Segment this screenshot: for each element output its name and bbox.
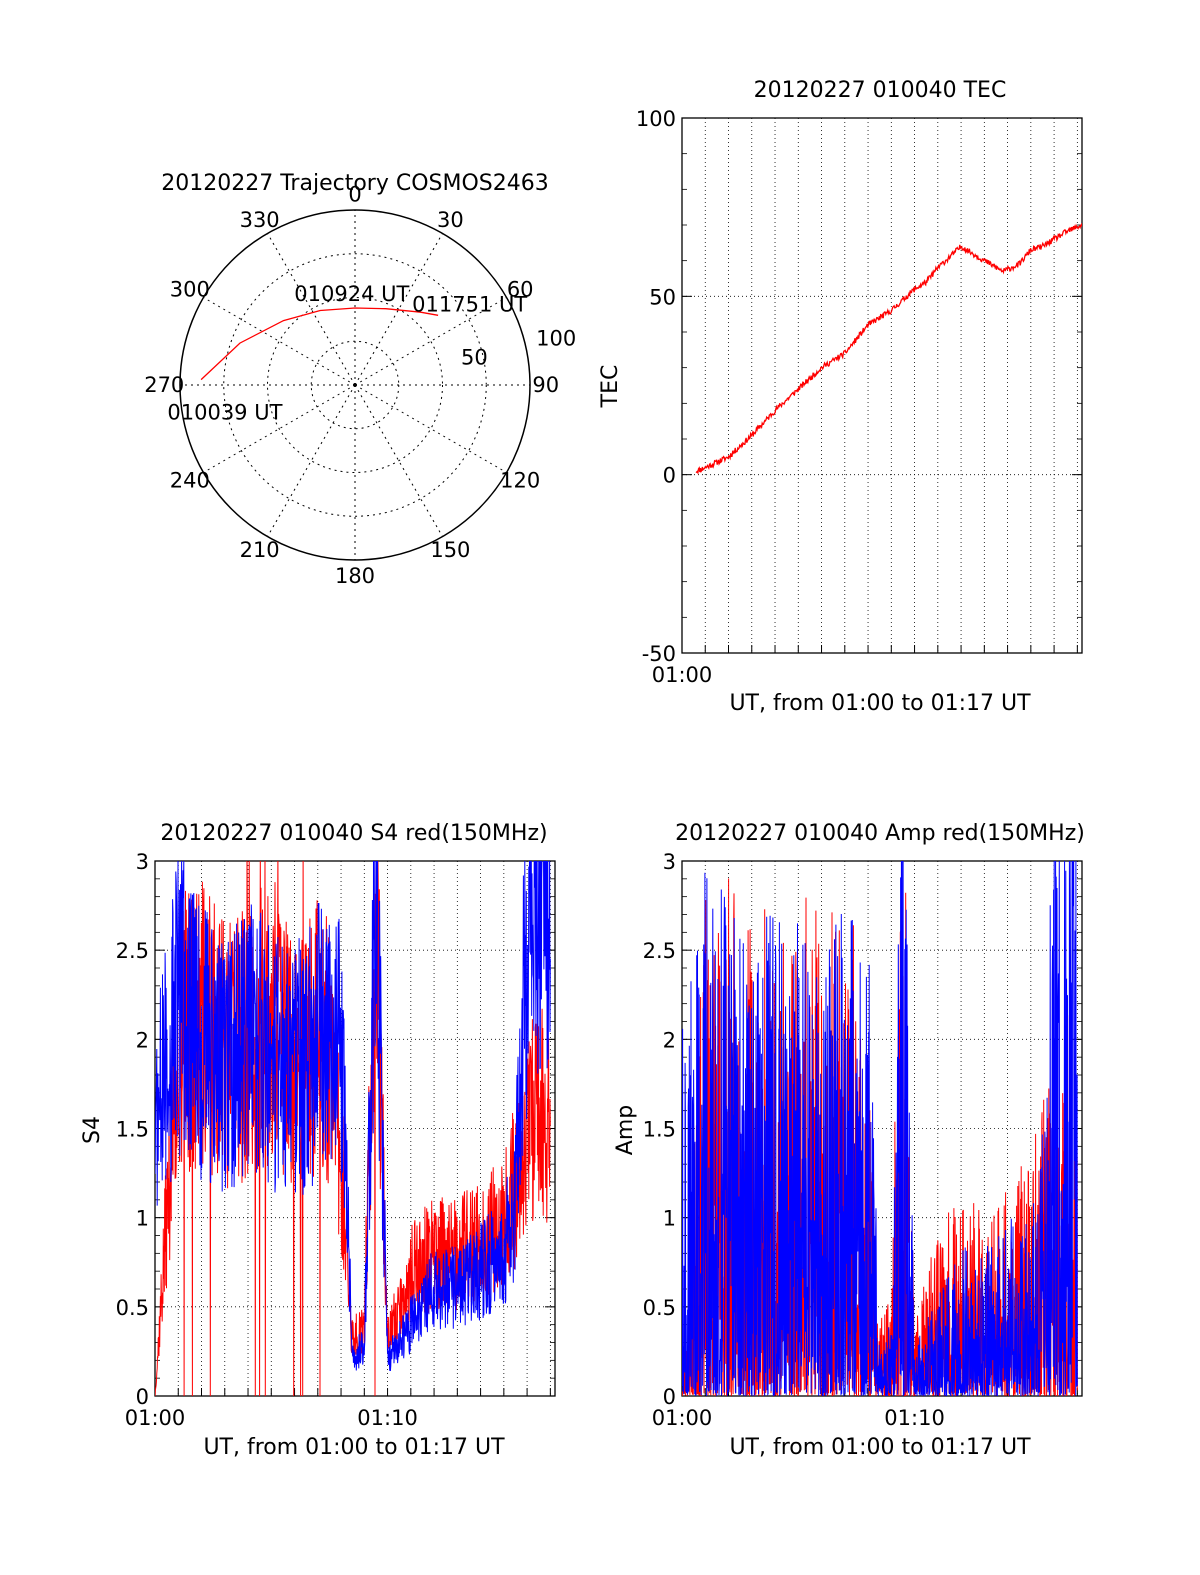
amp-panel: 20120227 010040 Amp red(150MHz) 0 0.5 1 1.5… [613,821,1085,1460]
polar-spoke [203,384,356,473]
polar-azimuth-label: 330 [240,208,280,232]
polar-azimuth-label: 150 [430,538,470,562]
tec-title: 20120227 010040 TEC [754,78,1007,103]
polar-azimuth-label: 270 [144,373,184,397]
polar-azimuth-label: 30 [437,208,464,232]
tec-xlabel: UT, from 01:00 to 01:17 UT [729,691,1031,716]
polar-spoke [354,233,443,386]
polar-radial-labels: 50 100 [461,327,576,370]
y-tick-label: 2 [136,1028,149,1052]
y-tick-label: 0.5 [643,1296,676,1320]
plot-frame [681,117,1083,654]
series-group [155,861,551,1396]
y-tick-label: 0 [663,1385,676,1409]
polar-azimuth-label: 120 [500,468,540,492]
y-tick-label: 1 [663,1207,676,1231]
polar-spoke [354,384,507,473]
polar-grid [179,209,531,561]
y-tick-label: 2.5 [116,939,149,963]
s4-xlabel: UT, from 01:00 to 01:17 UT [203,1435,505,1460]
polar-azimuth-label: 0 [348,182,361,206]
polar-azimuth-label: 180 [335,564,375,588]
polar-time-annotation: 011751 UT [412,293,527,317]
amp-title: 20120227 010040 Amp red(150MHz) [675,821,1085,846]
polar-spoke [267,384,356,537]
series-line [695,223,1082,475]
y-tick-label: 1.5 [643,1118,676,1142]
polar-time-annotation: 010039 UT [167,401,282,425]
y-tick-label: 1.5 [116,1118,149,1142]
amp-plot-area: 0 0.5 1 1.5 2 2.5 3 01:00 01:10 [643,850,1083,1430]
polar-azimuth-labels: 0 30 60 90 120 150 180 210 240 270 300 330 [144,182,559,588]
y-tick-label: 0 [136,1385,149,1409]
series-line [682,861,1078,1396]
s4-panel: 20120227 010040 S4 red(150MHz) 0 0.5 1 1.5 2… [80,821,556,1460]
y-tick-label: 3 [136,850,149,874]
polar-azimuth-label: 300 [170,278,210,302]
y-tick-label: 0.5 [116,1296,149,1320]
tec-ylabel: TEC [598,365,623,409]
polar-azimuth-label: 240 [170,468,210,492]
tec-panel: 20120227 010040 TEC -50 0 50 100 01:00 UT, f… [598,78,1083,716]
y-tick-label: 1 [136,1207,149,1231]
polar-ring [223,253,487,517]
polar-spoke [203,297,356,386]
polar-radial-label: 100 [536,327,576,351]
x-tick-label: 01:10 [357,1406,418,1430]
polar-trajectory-line [200,307,439,381]
polar-azimuth-label: 90 [532,373,559,397]
polar-spoke [354,384,443,537]
polar-panel: 20120227 Trajectory COSMOS2463 0 30 60 90 12… [144,171,576,588]
s4-title: 20120227 010040 S4 red(150MHz) [160,821,547,846]
x-tick-label: 01:00 [652,1406,713,1430]
tec-plot-area: -50 0 50 100 01:00 [636,107,1083,687]
y-tick-label: -50 [642,642,676,666]
polar-title: 20120227 Trajectory COSMOS2463 [161,171,548,196]
y-tick-label: 0 [663,464,676,488]
x-tick-label: 01:00 [125,1406,186,1430]
polar-ring [267,297,443,473]
amp-xlabel: UT, from 01:00 to 01:17 UT [729,1435,1031,1460]
polar-azimuth-label: 210 [240,538,280,562]
y-tick-label: 3 [663,850,676,874]
series-group [682,861,1078,1396]
y-tick-label: 2.5 [643,939,676,963]
polar-trajectory [200,307,439,381]
x-tick-label: 01:00 [652,663,713,687]
x-tick-label: 01:10 [884,1406,945,1430]
series-group [695,223,1082,475]
polar-time-annotation: 010924 UT [294,282,409,306]
y-tick-label: 50 [649,285,676,309]
y-tick-label: 2 [663,1028,676,1052]
polar-radial-label: 50 [461,345,488,369]
polar-azimuth-label: 60 [507,278,534,302]
polar-spoke [354,297,507,386]
polar-spoke [267,233,356,386]
y-tick-label: 100 [636,107,676,131]
series-line [155,861,551,1372]
amp-ylabel: Amp [613,1105,638,1155]
s4-ylabel: S4 [80,1116,105,1144]
s4-plot-area: 0 0.5 1 1.5 2 2.5 3 01:00 01:10 [116,850,556,1430]
